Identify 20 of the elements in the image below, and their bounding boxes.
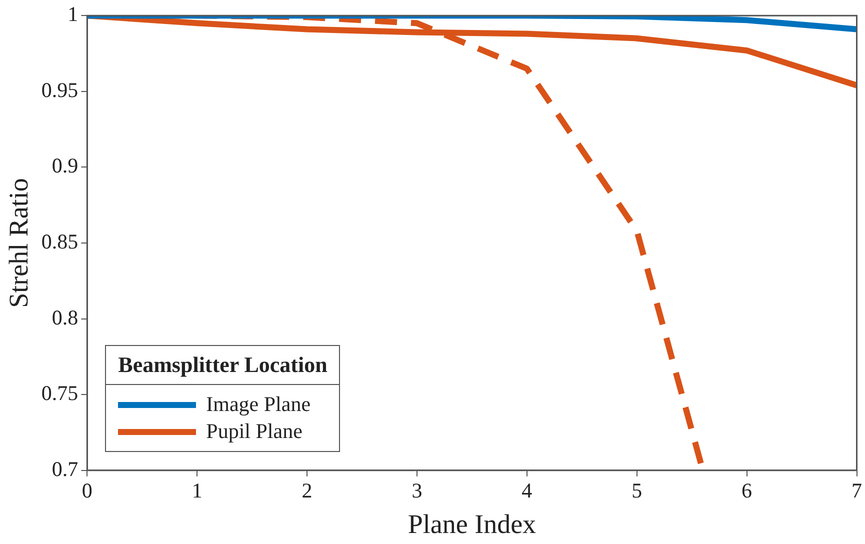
- x-axis-title: Plane Index: [408, 508, 537, 539]
- x-tick-label: 3: [412, 478, 422, 503]
- y-tick-label: 0.9: [52, 154, 78, 178]
- legend-label: Pupil Plane: [206, 419, 302, 444]
- y-tick-label: 1: [68, 2, 78, 26]
- x-tick-label: 4: [522, 478, 533, 503]
- y-tick-label: 0.95: [41, 78, 78, 102]
- x-tick-label: 1: [192, 478, 202, 503]
- legend-label: Image Plane: [206, 392, 311, 418]
- y-tick-label: 0.8: [52, 305, 78, 330]
- y-tick-label: 0.7: [52, 456, 78, 481]
- legend-title: Beamsplitter Location: [106, 346, 340, 386]
- x-tick-label: 0: [82, 478, 92, 503]
- x-tick-label: 6: [742, 478, 752, 503]
- x-tick-label: 5: [632, 478, 642, 503]
- x-tick-label: 2: [302, 478, 312, 503]
- y-tick-label: 0.85: [41, 230, 78, 254]
- y-tick-label: 0.75: [41, 381, 78, 406]
- y-axis-title: Strehl Ratio: [3, 178, 34, 308]
- x-tick-label: 7: [852, 478, 862, 503]
